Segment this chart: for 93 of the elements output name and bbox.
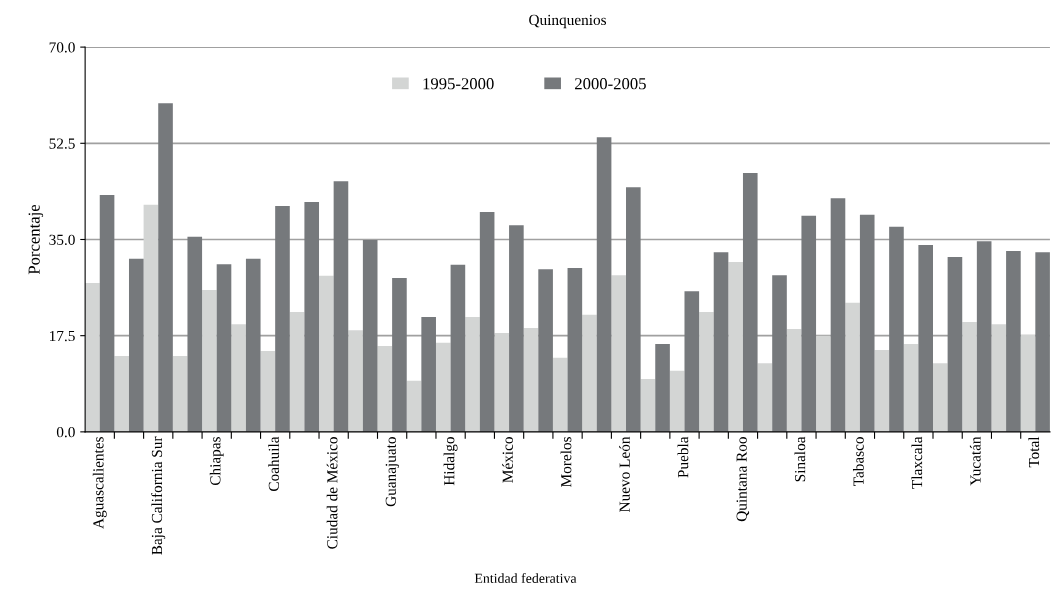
bar [143, 204, 159, 432]
bar [172, 356, 188, 432]
bar [552, 357, 568, 432]
bar [859, 214, 875, 432]
x-tick-label: Puebla [677, 436, 689, 478]
bar [889, 226, 904, 432]
bar [874, 349, 890, 432]
bar [377, 346, 393, 432]
x-tick-label: Nuevo León [619, 436, 630, 512]
bar [976, 241, 992, 432]
bar [231, 324, 246, 432]
chart-title: Quinquenios [529, 14, 607, 29]
y-tick-label: 70.0 [49, 42, 75, 53]
bar [128, 258, 144, 432]
bar [465, 316, 480, 432]
bar [918, 244, 933, 432]
bar [757, 363, 773, 432]
x-tick-label: Guanajuato [385, 437, 400, 507]
bar [742, 172, 758, 432]
x-tick-label: Hidalgo [443, 437, 458, 486]
bar [816, 335, 831, 432]
bar [202, 290, 217, 432]
bar [655, 343, 670, 432]
legend-label: 2000-2005 [575, 78, 646, 90]
bar [523, 327, 539, 432]
bar [786, 329, 802, 432]
bar [348, 330, 363, 432]
bar [421, 316, 436, 432]
x-tick-label: Quintana Roo [736, 437, 750, 522]
x-tick-label: Chiapas [209, 437, 224, 486]
bar [538, 269, 553, 432]
bar [845, 302, 860, 432]
bar [333, 181, 349, 432]
bar [947, 257, 963, 432]
bar [596, 137, 612, 432]
x-tick-label: Morelos [560, 437, 572, 487]
y-tick-label: 52.5 [49, 138, 75, 149]
bar [450, 264, 466, 432]
x-tick-label: Tabasco [852, 437, 864, 487]
bar [713, 252, 729, 432]
bar [158, 103, 173, 432]
x-tick-label: Tlaxcala [911, 436, 923, 489]
bar [699, 312, 714, 432]
bar [245, 258, 261, 432]
x-tick-label: Ciudad de México [326, 437, 338, 549]
x-tick-label: Aguascalientes [92, 437, 107, 529]
x-tick-label: Coahuila [268, 436, 279, 492]
bar [626, 187, 641, 432]
bar [85, 282, 100, 432]
x-tick-label: Total [1028, 436, 1040, 468]
bar [728, 262, 743, 432]
legend-label: 1995-2000 [423, 78, 494, 90]
bar [99, 194, 115, 432]
bar [187, 236, 203, 432]
bar [319, 275, 334, 432]
bar [114, 356, 129, 432]
bar [830, 198, 846, 432]
y-tick-label: 17.5 [50, 330, 75, 342]
x-tick-label: Yucatán [969, 436, 981, 486]
y-axis-title: Porcentaje [28, 204, 44, 275]
bar [772, 275, 787, 432]
bar [640, 379, 656, 432]
y-tick-label: 35.0 [49, 234, 75, 245]
bar [406, 380, 422, 432]
bar [362, 240, 378, 432]
bar [494, 332, 510, 432]
bar [216, 264, 232, 432]
bar [684, 291, 700, 432]
bar [509, 225, 524, 432]
bar [479, 212, 495, 432]
bar [903, 343, 919, 432]
x-axis-title: Entidad federativa [474, 573, 577, 583]
bar [1006, 251, 1021, 432]
bar [611, 275, 627, 432]
bar [567, 268, 583, 432]
bar [582, 314, 597, 432]
x-tick-label: México [502, 437, 513, 483]
bar [275, 205, 290, 432]
bar [392, 277, 407, 432]
bar [1035, 252, 1050, 432]
x-tick-label: Baja California Sur [151, 436, 166, 555]
bar [801, 215, 817, 432]
x-tick-label: Sinaloa [794, 436, 806, 482]
bar [962, 321, 977, 432]
bar [933, 363, 948, 432]
bar [304, 202, 320, 432]
bar [260, 351, 276, 432]
bar [1020, 335, 1036, 432]
bar [669, 370, 685, 432]
bar [991, 324, 1007, 432]
y-tick-label: 0.0 [56, 427, 75, 438]
bar [289, 312, 305, 432]
bar [435, 342, 451, 432]
